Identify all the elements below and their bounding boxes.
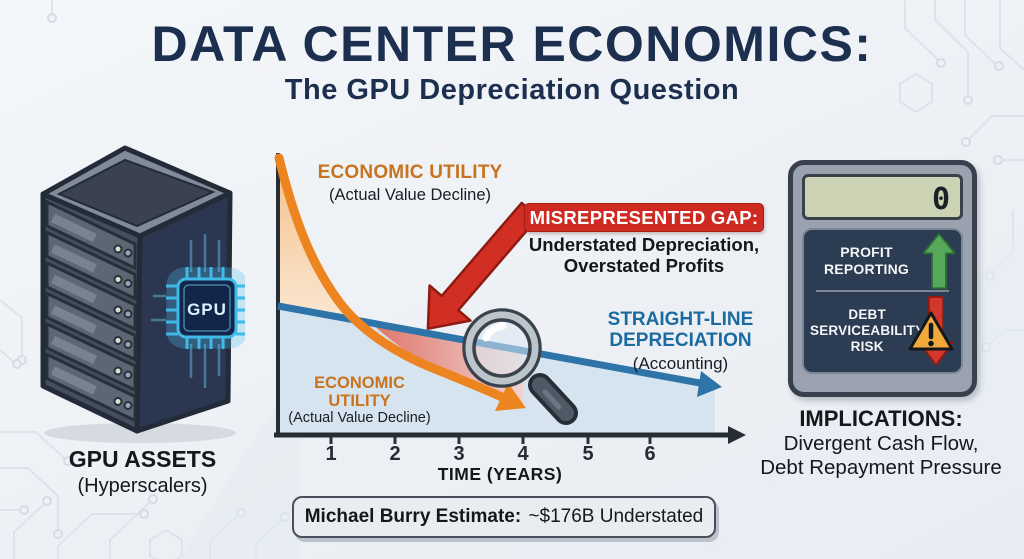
- magnifier-icon: [462, 308, 578, 425]
- gpu-circuit-traces: [151, 234, 221, 388]
- panel-divider: [816, 290, 949, 292]
- gap-area-fill: [372, 324, 523, 405]
- x-tick-6: 6: [644, 443, 656, 465]
- server-led-lights: [113, 244, 133, 410]
- gpu-chip-label: GPU: [187, 300, 227, 319]
- x-tick-3: 3: [453, 443, 465, 465]
- economic-area-fill: [278, 158, 372, 324]
- x-tick-2: 2: [389, 443, 401, 465]
- straight-line-arrowhead: [697, 371, 722, 397]
- red-callout-arrow: [426, 201, 540, 330]
- server-rack-illustration: GPU: [40, 145, 245, 443]
- economic-utility-curve: [274, 153, 507, 402]
- gap-description: Understated Depreciation, Overstated Pro…: [528, 234, 760, 276]
- calculator-display: 0: [802, 174, 963, 220]
- misrepresented-gap-badge: MISREPRESENTED GAP:: [524, 203, 764, 232]
- calculator-panel: PROFIT REPORTING DEBT SERVICEABILITY RIS…: [802, 228, 963, 374]
- economic-utility-arrowhead: [495, 383, 526, 411]
- gpu-chip: GPU: [166, 267, 245, 349]
- implications-caption: IMPLICATIONS: Divergent Cash Flow, Debt …: [760, 406, 1002, 480]
- economic-utility-label-bottom: ECONOMIC UTILITY (Actual Value Decline): [288, 374, 431, 427]
- x-tick-5: 5: [582, 443, 594, 465]
- x-axis-arrowhead: [728, 426, 746, 444]
- debt-risk-row: DEBT SERVICEABILITY RISK: [810, 293, 955, 369]
- profit-reporting-row: PROFIT REPORTING: [810, 233, 955, 289]
- estimate-label: Michael Burry Estimate:: [304, 506, 522, 527]
- x-tick-4: 4: [517, 443, 529, 465]
- depreciation-chart: [274, 153, 746, 444]
- economic-utility-label-top: ECONOMIC UTILITY (Actual Value Decline): [317, 162, 503, 204]
- x-tick-1: 1: [325, 443, 337, 465]
- green-up-arrow-icon: [923, 233, 955, 289]
- estimate-value: ~$176B Understated: [528, 506, 704, 527]
- title-line-1: DATA CENTER ECONOMICS:: [151, 16, 873, 72]
- straight-line-depreciation-label: STRAIGHT-LINE DEPRECIATION (Accounting): [607, 309, 754, 373]
- warning-triangle-icon: [908, 311, 954, 351]
- burry-estimate-box: Michael Burry Estimate: ~$176B Understat…: [292, 496, 716, 538]
- gpu-assets-caption: GPU ASSETS (Hyperscalers): [68, 446, 217, 497]
- title-line-2: The GPU Depreciation Question: [284, 74, 740, 106]
- page-title: DATA CENTER ECONOMICS: The GPU Depreciat…: [0, 18, 1024, 107]
- calculator-illustration: 0 PROFIT REPORTING DEBT SERVICEABILITY R…: [788, 160, 977, 397]
- x-axis-label: TIME (YEARS): [437, 464, 563, 484]
